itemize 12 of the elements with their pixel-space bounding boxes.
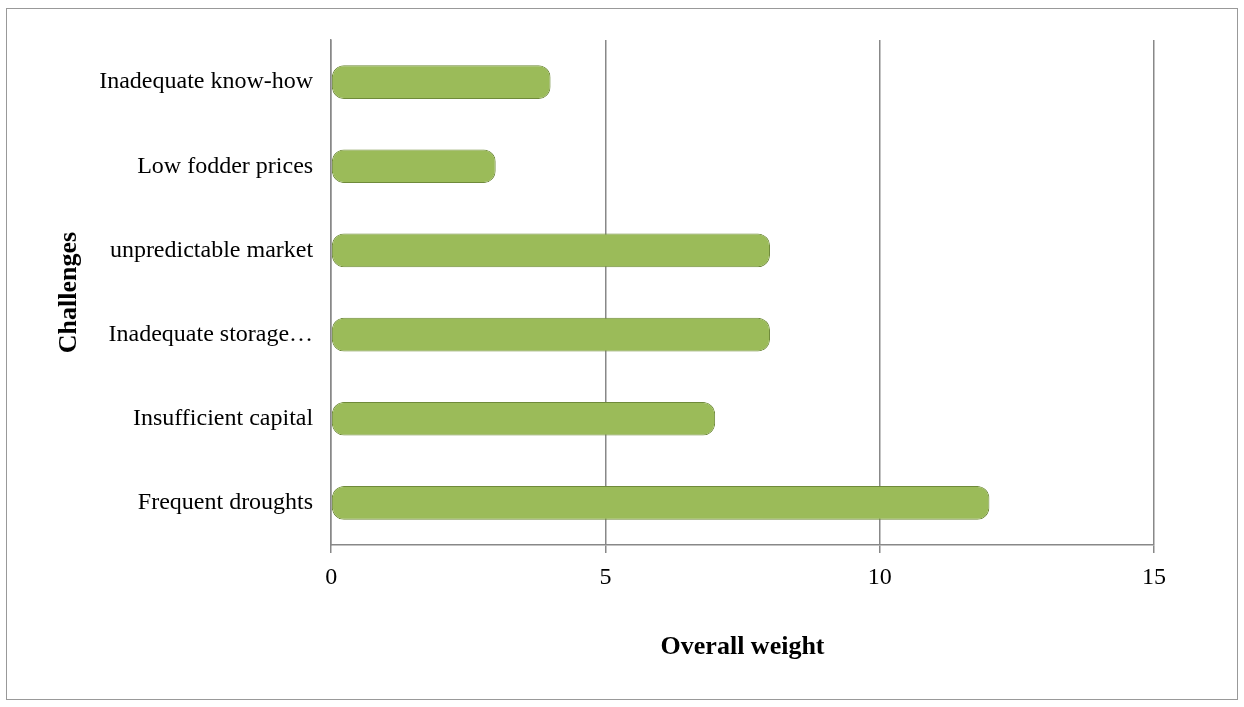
y-tick-label: Low fodder prices — [137, 151, 314, 178]
y-tick-label: unpredictable market — [109, 235, 314, 262]
y-tick-label: Insufficient capital — [132, 404, 314, 431]
x-tick-label: 10 — [867, 562, 892, 589]
y-axis-title: Challenges — [53, 231, 83, 354]
x-tick-label: 0 — [325, 562, 338, 589]
y-tick-label: Inadequate know-how — [99, 67, 314, 94]
x-tick-label: 15 — [1142, 562, 1166, 589]
y-tick-label: Frequent droughts — [137, 488, 314, 515]
x-tick-label: 5 — [599, 562, 612, 589]
y-tick-label: Inadequate storage… — [108, 319, 314, 346]
x-axis-title: Overall weight — [660, 631, 825, 661]
